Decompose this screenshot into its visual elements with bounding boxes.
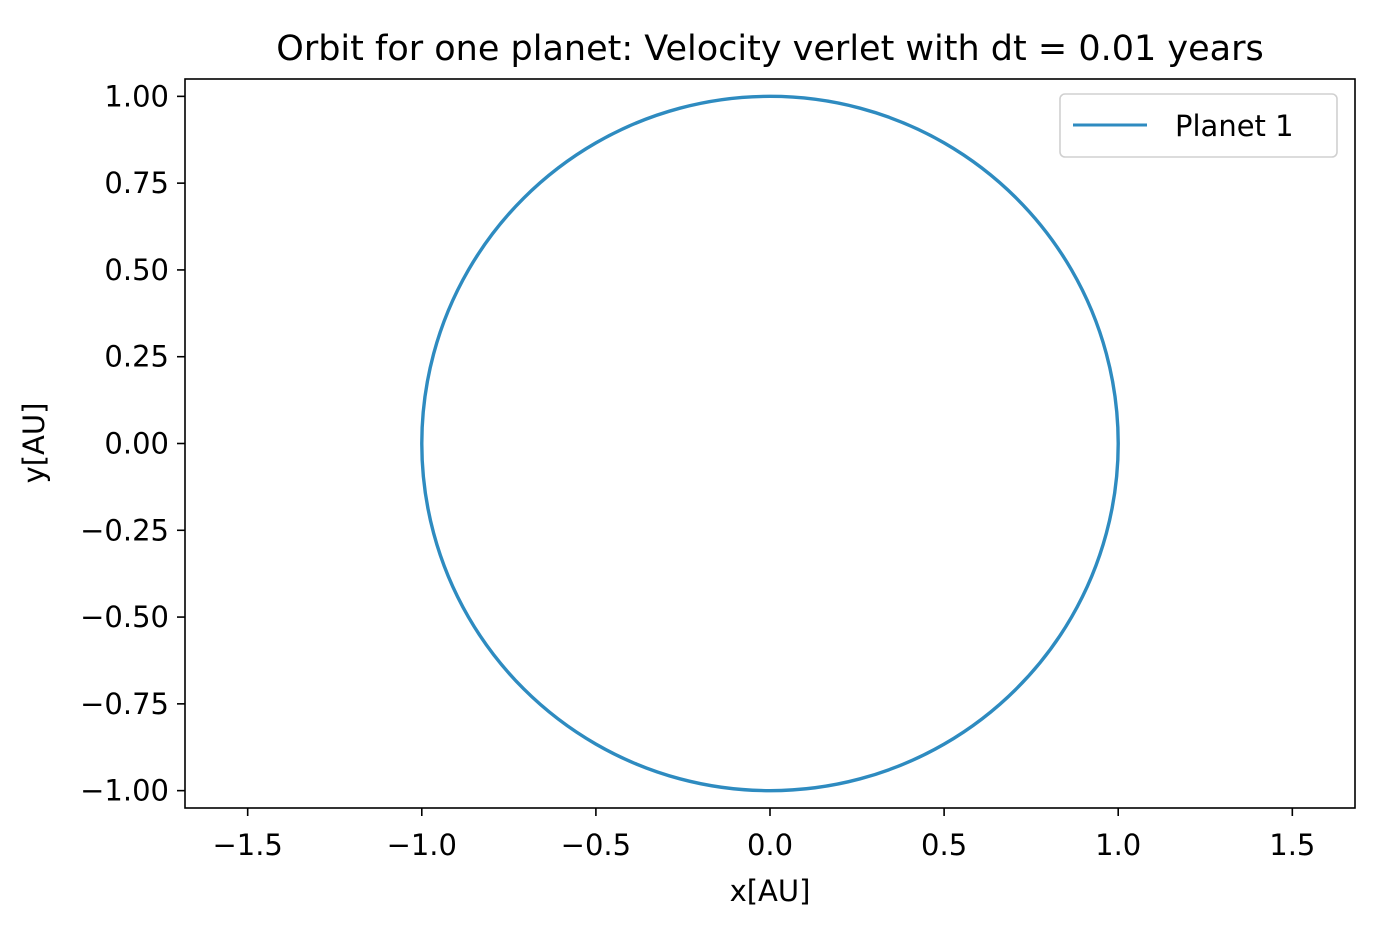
y-axis: 1.00 0.75 0.50 0.25 0.00 −0.25 −0.50 −0.75 −1.00 bbox=[80, 79, 185, 808]
x-axis-title: x[AU] bbox=[730, 874, 811, 908]
y-tick-label: 1.00 bbox=[104, 79, 169, 113]
x-tick-label: 0.5 bbox=[921, 828, 967, 862]
legend-box bbox=[1059, 93, 1338, 158]
series-layer bbox=[420, 94, 1120, 793]
y-tick-label: −0.50 bbox=[80, 600, 169, 634]
y-tick-label: 0.75 bbox=[104, 166, 169, 200]
series-line-planet-1 bbox=[420, 94, 1120, 793]
y-tick-label: 0.50 bbox=[104, 253, 169, 287]
y-tick-label: −0.25 bbox=[80, 513, 169, 547]
legend-label-planet-1: Planet 1 bbox=[1175, 109, 1294, 143]
x-tick-label: −1.0 bbox=[387, 828, 457, 862]
y-tick-label: −0.75 bbox=[80, 687, 169, 721]
x-tick-label: −0.5 bbox=[561, 828, 631, 862]
chart-title: Orbit for one planet: Velocity verlet wi… bbox=[276, 29, 1263, 69]
plot-area bbox=[184, 78, 1356, 809]
y-tick-label: 0.25 bbox=[104, 340, 169, 374]
x-tick-label: −1.5 bbox=[212, 828, 282, 862]
x-tick-label: 1.0 bbox=[1095, 828, 1141, 862]
x-tick-label: 0.0 bbox=[747, 828, 793, 862]
y-tick-label: −1.00 bbox=[80, 774, 169, 808]
legend: Planet 1 bbox=[1059, 93, 1338, 158]
x-tick-label: 1.5 bbox=[1269, 828, 1315, 862]
x-axis: −1.5 −1.0 −0.5 0.0 0.5 1.0 1.5 bbox=[212, 808, 1315, 862]
y-tick-label: 0.00 bbox=[104, 427, 169, 461]
y-axis-title: y[AU] bbox=[17, 403, 51, 484]
